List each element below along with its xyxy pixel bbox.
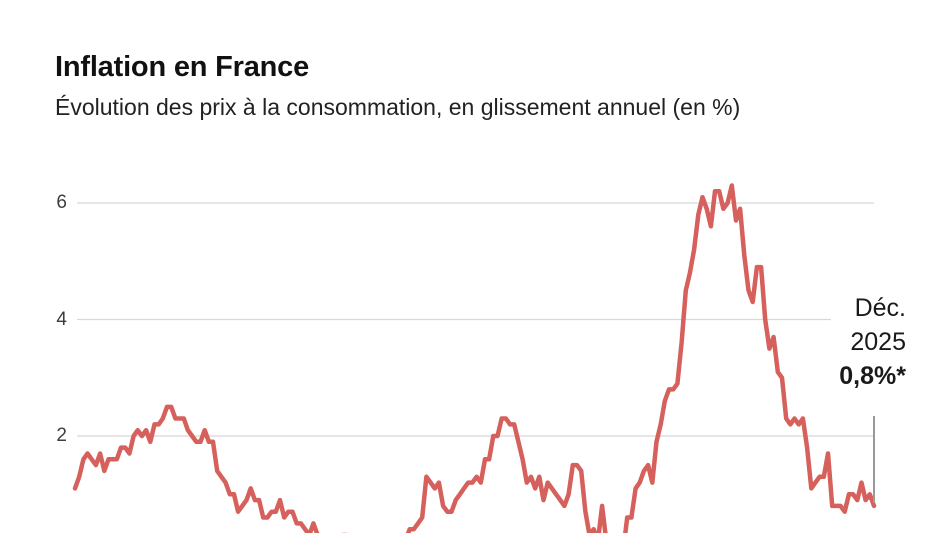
header: Inflation en France Évolution des prix à… — [55, 50, 740, 121]
annotation-value: 0,8%* — [839, 362, 906, 390]
y-axis-tick-label: 6 — [56, 192, 67, 213]
endpoint-annotation: Déc. 2025 0,8%* — [831, 291, 906, 393]
annotation-month: Déc. — [854, 294, 906, 322]
y-axis-tick-label: 2 — [56, 425, 67, 446]
annotation-year: 2025 — [850, 328, 906, 356]
page-subtitle: Évolution des prix à la consommation, en… — [55, 94, 741, 120]
inflation-line — [72, 183, 877, 533]
page-title: Inflation en France — [55, 51, 310, 83]
gridlines — [77, 202, 874, 437]
y-axis-tick-label: 4 — [56, 308, 67, 330]
